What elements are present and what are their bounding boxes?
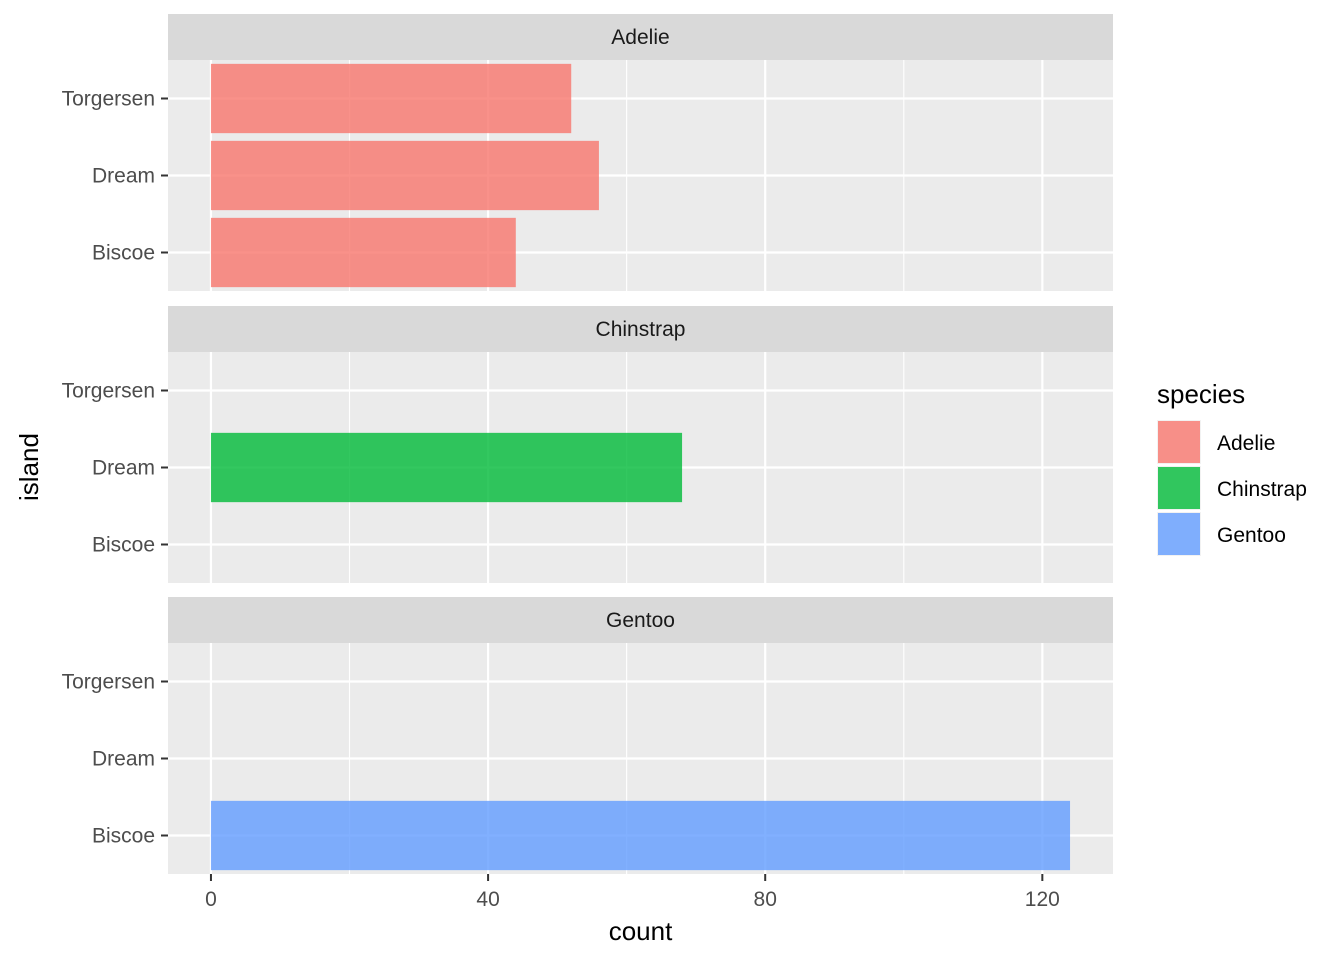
bar-adelie-biscoe: [210, 217, 516, 288]
y-tick-label: Torgersen: [62, 380, 155, 403]
legend-swatch-chinstrap: [1158, 467, 1200, 509]
bar-gentoo-biscoe: [210, 800, 1071, 871]
legend-label: Gentoo: [1217, 524, 1286, 547]
facet-panel-chinstrap: Chinstrap Biscoe Dream Torgersen: [62, 306, 1113, 583]
legend: species Adelie Chinstrap Gentoo: [1157, 379, 1307, 556]
x-tick-label: 120: [1025, 888, 1060, 911]
y-tick-label: Dream: [92, 457, 155, 480]
x-tick-label: 0: [205, 888, 217, 911]
facet-strip-label: Chinstrap: [596, 318, 686, 341]
facet-panel-gentoo: Gentoo Biscoe Dream Torgersen: [62, 597, 1113, 874]
legend-swatch-adelie: [1158, 421, 1200, 463]
facet-strip: [168, 14, 1113, 60]
facet-strip-label: Adelie: [611, 26, 669, 49]
legend-swatch-gentoo: [1158, 513, 1200, 555]
bar-chinstrap-dream: [210, 432, 683, 503]
y-tick-label: Torgersen: [62, 88, 155, 111]
facet-panel-adelie: Adelie Biscoe Dream Torgersen: [62, 14, 1113, 291]
x-tick-label: 80: [754, 888, 777, 911]
legend-title: species: [1157, 379, 1245, 409]
y-tick-label: Torgersen: [62, 671, 155, 694]
facet-strip: [168, 597, 1113, 643]
y-tick-label: Biscoe: [92, 534, 155, 557]
legend-label: Adelie: [1217, 432, 1275, 455]
y-tick-label: Dream: [92, 165, 155, 188]
x-axis-title: count: [609, 916, 673, 946]
legend-label: Chinstrap: [1217, 478, 1307, 501]
bar-adelie-dream: [210, 140, 599, 211]
facet-strip: [168, 306, 1113, 352]
y-tick-label: Biscoe: [92, 825, 155, 848]
x-tick-label: 40: [476, 888, 499, 911]
y-axis-title: island: [14, 433, 44, 501]
y-tick-label: Biscoe: [92, 242, 155, 265]
y-tick-label: Dream: [92, 748, 155, 771]
bar-adelie-torgersen: [210, 63, 572, 134]
facet-strip-label: Gentoo: [606, 609, 675, 632]
